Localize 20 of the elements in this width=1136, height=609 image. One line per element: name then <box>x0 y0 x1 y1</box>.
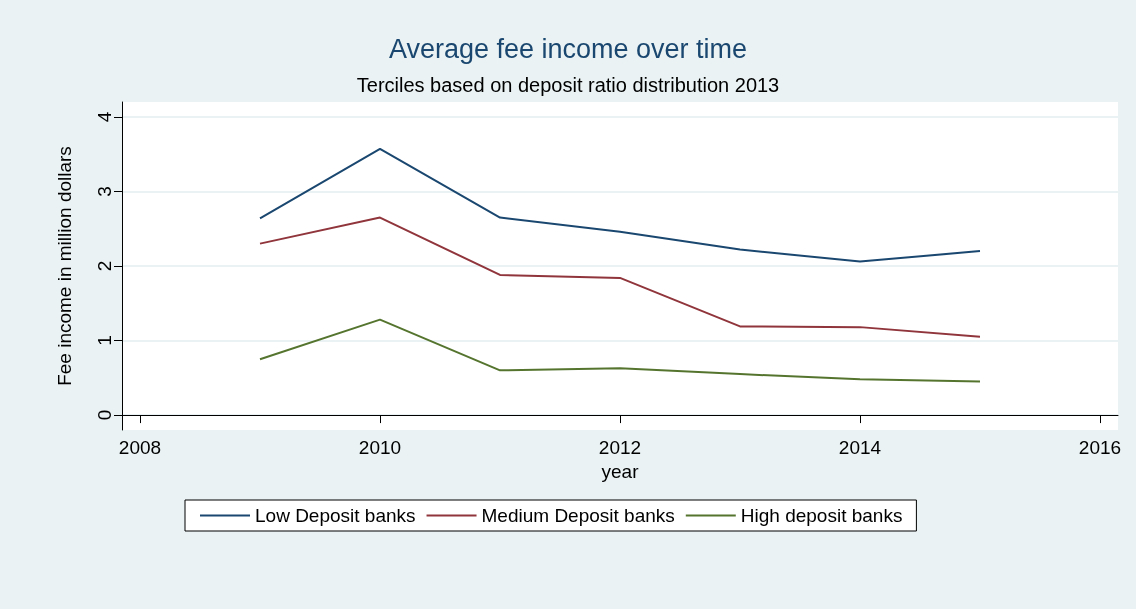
x-tick-label: 2012 <box>598 437 642 458</box>
legend-label: Low Deposit banks <box>255 505 416 526</box>
y-axis-title: Fee income in million dollars <box>54 146 75 386</box>
x-tick-label: 2010 <box>358 437 402 458</box>
x-axis-title: year <box>601 460 640 482</box>
x-tick-label: 2014 <box>838 437 882 458</box>
x-tick-label: 2008 <box>118 437 162 458</box>
line-series <box>259 216 981 338</box>
x-tick-label: 2016 <box>1078 437 1122 458</box>
y-tick-label: 0 <box>94 409 115 421</box>
y-tick-label: 2 <box>94 260 115 272</box>
y-tick-label: 4 <box>94 111 115 123</box>
y-tick-label: 3 <box>94 186 115 197</box>
chart-subtitle: Terciles based on deposit ratio distribution 2013 <box>356 74 780 96</box>
legend-label: High deposit banks <box>740 505 903 526</box>
chart-title: Average fee income over time <box>388 33 748 64</box>
legend-label: Medium Deposit banks <box>481 505 675 526</box>
y-tick-label: 1 <box>94 335 115 346</box>
line-series <box>259 318 981 383</box>
line-series <box>259 147 981 263</box>
